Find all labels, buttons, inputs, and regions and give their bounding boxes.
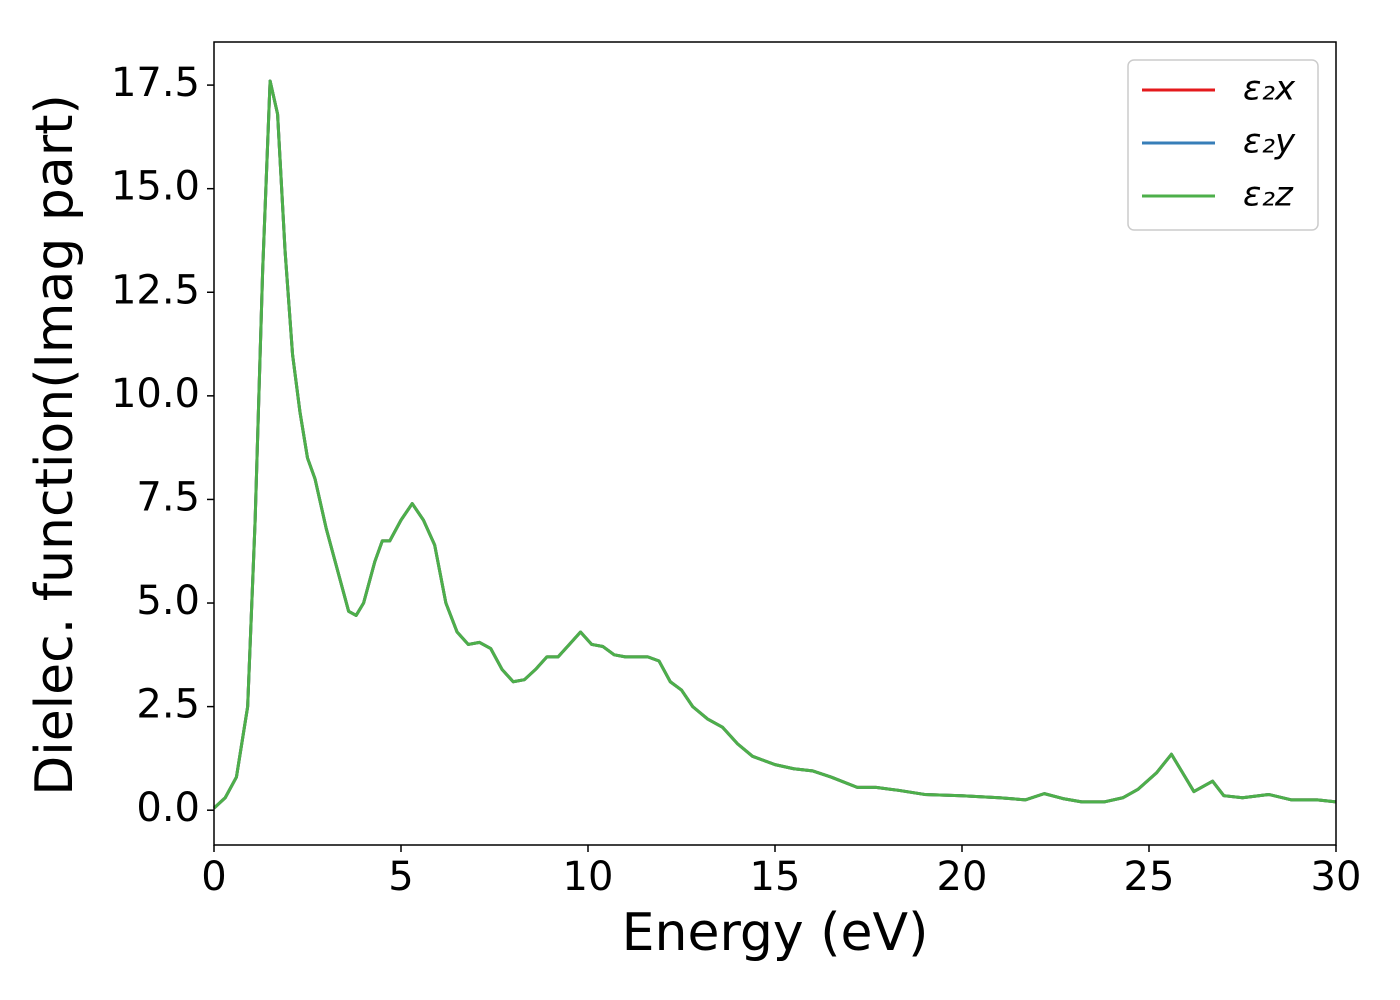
y-tick-label: 0.0 xyxy=(136,785,200,831)
y-axis-label: Dielec. function(Imag part) xyxy=(25,94,85,796)
x-tick-label: 25 xyxy=(1124,854,1175,900)
x-tick-label: 10 xyxy=(563,854,614,900)
line-series xyxy=(212,79,1337,810)
x-tick-label: 5 xyxy=(388,854,413,900)
y-tick-label: 17.5 xyxy=(111,60,200,106)
plot-frame xyxy=(213,41,1337,846)
x-tick-label: 15 xyxy=(750,854,801,900)
y-tick-label: 5.0 xyxy=(136,578,200,624)
y-tick-label: 2.5 xyxy=(136,682,200,728)
legend-box xyxy=(1127,59,1319,231)
x-tick-label: 0 xyxy=(201,854,226,900)
y-tick-label: 15.0 xyxy=(111,164,200,210)
legend-label: ε₂z xyxy=(1243,175,1294,215)
legend-label: ε₂x xyxy=(1243,69,1296,109)
x-tick-label: 20 xyxy=(937,854,988,900)
y-tick-label: 10.0 xyxy=(111,371,200,417)
y-tick-label: 12.5 xyxy=(111,267,200,313)
x-tick-label: 30 xyxy=(1311,854,1362,900)
legend-label: ε₂y xyxy=(1243,122,1296,162)
x-axis-label: Energy (eV) xyxy=(622,903,929,963)
y-tick-label: 7.5 xyxy=(136,474,200,520)
